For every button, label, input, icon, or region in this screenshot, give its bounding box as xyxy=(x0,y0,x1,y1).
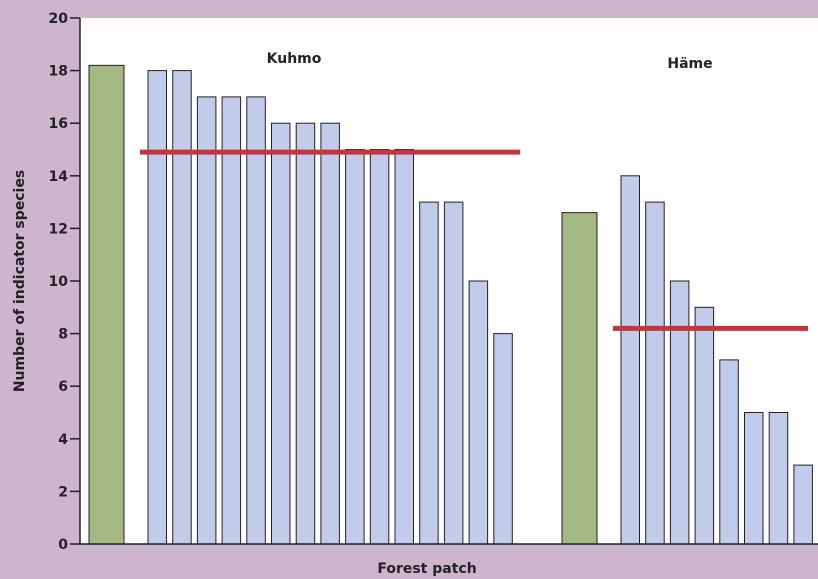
y-axis: 0 2 4 6 8 10 12 14 16 18 20 xyxy=(49,11,818,553)
patch-bar-kuhmo-8 xyxy=(320,122,340,545)
patch-bar-hame-6 xyxy=(744,412,764,545)
patch-bar-kuhmo-7 xyxy=(295,122,316,545)
patch-bar-hame-1 xyxy=(620,175,640,545)
y-tick-label: 4 xyxy=(58,432,68,448)
y-tick-label: 16 xyxy=(49,116,68,132)
reference-bar-kuhmo xyxy=(88,64,125,545)
patch-bar-hame-2 xyxy=(645,201,665,545)
patch-bar-kuhmo-11 xyxy=(394,149,414,545)
patch-bar-kuhmo-4 xyxy=(221,96,242,545)
patch-bar-kuhmo-9 xyxy=(345,149,365,545)
patch-bar-hame-7 xyxy=(768,412,789,545)
patch-bar-hame-8 xyxy=(793,464,813,545)
patch-bar-hame-4 xyxy=(694,306,715,545)
patch-bar-kuhmo-10 xyxy=(369,149,390,545)
patch-bar-kuhmo-13 xyxy=(443,201,464,545)
y-tick-label: 2 xyxy=(58,484,68,500)
patch-bar-kuhmo-1 xyxy=(147,70,167,545)
y-tick-label: 20 xyxy=(49,11,69,27)
bars-layer xyxy=(88,64,813,545)
patch-bar-kuhmo-3 xyxy=(196,96,217,545)
y-tick-label: 8 xyxy=(58,327,68,343)
patch-bar-kuhmo-12 xyxy=(419,201,439,545)
patch-bar-kuhmo-15 xyxy=(493,333,513,545)
y-tick-label: 10 xyxy=(49,274,69,290)
y-tick-label: 14 xyxy=(49,169,69,185)
y-axis-title: Number of indicator species xyxy=(12,170,28,392)
patch-bar-kuhmo-6 xyxy=(271,122,291,545)
group-label-kuhmo: Kuhmo xyxy=(267,51,322,67)
y-tick-label: 0 xyxy=(58,537,68,553)
reference-bar-hame xyxy=(561,212,598,545)
y-tick-label: 12 xyxy=(49,221,68,237)
mean-lines-layer xyxy=(140,149,808,331)
y-tick-label: 6 xyxy=(58,379,68,395)
patch-bar-kuhmo-14 xyxy=(468,280,489,545)
patch-bar-kuhmo-5 xyxy=(246,96,266,545)
patch-bar-kuhmo-2 xyxy=(172,70,192,545)
y-tick-label: 18 xyxy=(49,64,68,80)
patch-bar-hame-3 xyxy=(669,280,690,545)
patch-bar-hame-5 xyxy=(719,359,739,545)
x-axis-title: Forest patch xyxy=(377,561,476,577)
group-label-hame: Häme xyxy=(667,56,712,72)
